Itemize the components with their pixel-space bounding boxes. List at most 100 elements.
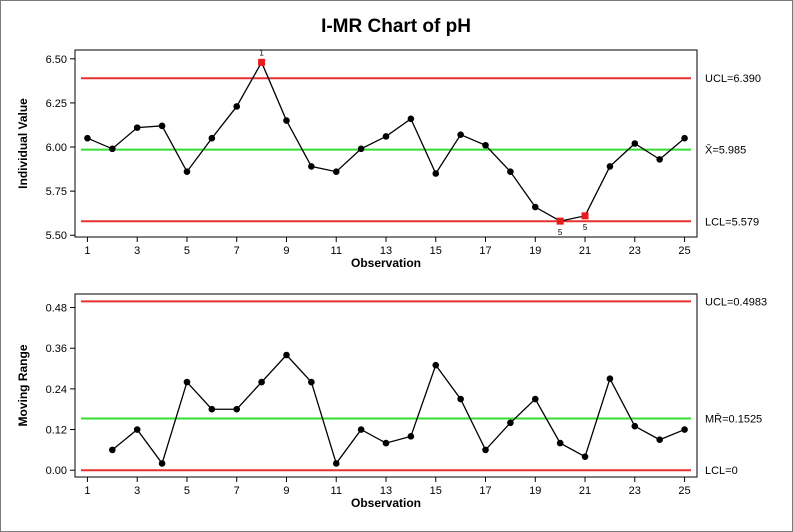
data-point (432, 361, 440, 369)
data-point (656, 156, 663, 163)
ucl-label: UCL=6.390 (705, 73, 761, 85)
data-point (357, 145, 365, 153)
data-point (158, 122, 166, 130)
data-point (432, 170, 440, 177)
panel-moving-range: UCL=0.4983 MR̄=0.1525 LCL=0 0.00 0.12 0.24 0.3… (16, 293, 767, 510)
x-tick-label: 3 (134, 245, 140, 257)
flag-marker: 5 (558, 228, 563, 237)
data-point (308, 163, 315, 170)
data-point (531, 395, 539, 403)
data-point (581, 453, 589, 460)
y-tick-label: 5.75 (46, 186, 67, 198)
data-point (382, 439, 390, 447)
x-tick-label: 15 (430, 245, 442, 257)
x-tick-label: 1 (84, 245, 90, 257)
x-axis-label: Observation (351, 496, 421, 510)
data-point (332, 460, 340, 467)
plot-area (74, 293, 698, 478)
data-point (507, 419, 514, 427)
x-tick-label: 25 (678, 245, 690, 257)
x-tick-label: 9 (283, 485, 289, 497)
data-point (357, 426, 365, 433)
x-tick-label: 17 (479, 485, 491, 497)
data-point (308, 378, 315, 386)
data-point (183, 378, 191, 386)
y-tick-label: 6.00 (46, 142, 67, 154)
x-axis-label: Observation (351, 256, 421, 270)
data-point (84, 134, 91, 142)
data-point (631, 422, 639, 430)
data-point (208, 405, 216, 413)
data-point (183, 168, 191, 176)
data-point (158, 460, 166, 467)
y-tick-label: 6.50 (46, 54, 67, 66)
data-point (109, 145, 116, 153)
x-tick-label: 13 (380, 245, 392, 257)
y-tick-label: 5.50 (46, 230, 67, 242)
data-point (283, 351, 290, 359)
y-tick-label: 6.25 (46, 98, 67, 110)
series-line (111, 354, 685, 465)
data-point (233, 103, 241, 110)
x-tick-label: 17 (479, 245, 491, 257)
center-label: MR̄=0.1525 (705, 413, 762, 426)
chart-title: I-MR Chart of pH (321, 16, 471, 37)
series-line (87, 60, 685, 222)
data-point (631, 140, 639, 147)
data-point (109, 446, 116, 454)
x-tick-label: 15 (430, 485, 442, 497)
x-tick-label: 5 (184, 485, 190, 497)
data-point (133, 426, 141, 433)
data-point (531, 203, 539, 211)
data-point (482, 141, 489, 149)
x-tick-label: 5 (184, 245, 190, 257)
y-tick-label: 0.36 (46, 343, 67, 355)
flagged-point (258, 58, 266, 66)
x-tick-label: 11 (331, 245, 342, 257)
lcl-label: LCL=5.579 (705, 216, 759, 228)
data-point (681, 134, 688, 142)
y-tick-label: 0.00 (46, 465, 67, 477)
x-tick-label: 21 (579, 485, 591, 497)
data-point (457, 395, 464, 403)
data-point (407, 433, 415, 440)
y-tick-label: 0.12 (46, 425, 67, 437)
x-tick-label: 9 (283, 245, 289, 257)
x-tick-label: 11 (331, 485, 342, 497)
data-point (656, 436, 663, 444)
x-tick-label: 7 (234, 485, 240, 497)
flagged-point (581, 212, 589, 220)
panel-individual: UCL=6.390 X̄=5.985 LCL=5.579 5.50 5.75 6.00 6.… (16, 48, 761, 270)
lcl-label: LCL=0 (705, 465, 738, 477)
data-point (606, 375, 614, 383)
flag-marker: 1 (259, 48, 264, 57)
data-point (681, 426, 688, 433)
x-tick-label: 23 (629, 485, 641, 497)
x-tick-label: 3 (134, 485, 140, 497)
x-tick-label: 7 (234, 245, 240, 257)
data-point (382, 133, 390, 140)
data-point (283, 117, 290, 124)
flag-marker: 5 (583, 223, 588, 232)
x-tick-label: 19 (529, 245, 541, 257)
chart-panels: UCL=6.390 X̄=5.985 LCL=5.579 5.50 5.75 6.00 6.… (16, 48, 767, 510)
x-tick-label: 19 (529, 485, 541, 497)
flagged-point (556, 217, 564, 225)
y-axis-label: Individual Value (16, 98, 30, 189)
data-point (258, 378, 265, 386)
x-tick-label: 13 (380, 485, 392, 497)
ucl-label: UCL=0.4983 (705, 296, 767, 308)
data-point (208, 134, 216, 142)
y-tick-label: 0.24 (46, 384, 67, 396)
y-axis-label: Moving Range (16, 344, 30, 426)
data-point (482, 446, 489, 454)
data-point (407, 115, 415, 123)
x-tick-label: 1 (84, 485, 90, 497)
center-label: X̄=5.985 (705, 144, 746, 157)
x-tick-label: 25 (678, 485, 690, 497)
data-point (606, 163, 614, 170)
y-tick-label: 0.48 (46, 303, 67, 315)
data-point (133, 124, 141, 131)
